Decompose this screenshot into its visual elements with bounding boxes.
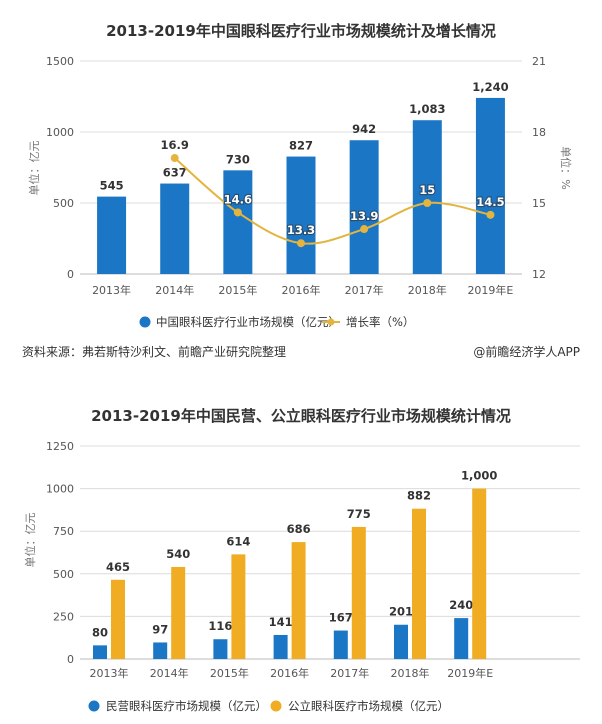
growth-data-label: 14.6 <box>224 192 252 206</box>
bar-data-label: 882 <box>407 489 431 503</box>
bar-data-label: 545 <box>100 179 124 193</box>
legend-label-public: 公立眼科医疗市场规模（亿元） <box>288 699 449 713</box>
credit-note: @前瞻经济学人APP <box>473 345 580 359</box>
y2-tick-label: 21 <box>532 55 546 68</box>
bar-data-label: 97 <box>152 622 168 636</box>
bar <box>223 170 253 274</box>
legend-label-private: 民营眼科医疗市场规模（亿元） <box>106 699 267 713</box>
bar-data-label: 614 <box>226 534 250 548</box>
bar-data-label: 1,000 <box>461 469 497 483</box>
bar-data-label: 465 <box>106 560 130 574</box>
x-tick-label: 2016年 <box>282 283 321 297</box>
x-tick-label: 2018年 <box>391 666 430 680</box>
x-tick-label: 2014年 <box>155 283 194 297</box>
growth-point <box>170 154 179 163</box>
legend-marker-public <box>270 700 282 712</box>
bar-data-label: 775 <box>347 507 371 521</box>
bar-data-label: 1,083 <box>409 102 445 116</box>
bar-public <box>171 566 186 659</box>
growth-data-label: 16.9 <box>161 138 189 152</box>
x-tick-label: 2015年 <box>210 666 249 680</box>
y-tick-label: 750 <box>53 525 74 538</box>
y-tick-label: 0 <box>67 653 74 666</box>
x-tick-label: 2013年 <box>90 666 129 680</box>
x-tick-label: 2017年 <box>345 283 384 297</box>
legend-marker-bar <box>139 316 151 328</box>
legend-label-bar: 中国眼科医疗行业市场规模（亿元） <box>156 315 340 329</box>
growth-data-label: 13.9 <box>350 209 378 223</box>
bar-private <box>153 642 168 659</box>
bar-public <box>291 542 306 659</box>
bar <box>160 183 190 274</box>
source-note: 资料来源：弗若斯特沙利文、前瞻产业研究院整理 <box>22 345 287 359</box>
bar-data-label: 637 <box>163 166 187 180</box>
y-tick-label: 1250 <box>46 440 74 453</box>
chart-title: 2013-2019年中国眼科医疗行业市场规模统计及增长情况 <box>106 22 496 40</box>
growth-point <box>423 199 432 207</box>
growth-point <box>360 225 369 234</box>
bar-private <box>273 634 288 659</box>
x-tick-label: 2015年 <box>218 283 257 297</box>
bar-public <box>472 488 487 659</box>
legend-marker-private <box>88 700 100 712</box>
bar-data-label: 942 <box>352 122 376 136</box>
y-tick-label: 500 <box>53 197 74 210</box>
bar-data-label: 240 <box>449 598 473 612</box>
bar-private <box>454 618 469 659</box>
growth-point <box>486 210 495 219</box>
x-tick-label: 2019年E <box>467 283 513 297</box>
growth-data-label: 15 <box>419 183 435 197</box>
y2-axis-label: 单位：% <box>559 146 573 189</box>
bar-data-label: 141 <box>269 615 293 629</box>
bar <box>349 140 379 274</box>
bar-public <box>231 554 246 659</box>
y-tick-label: 1500 <box>46 55 74 68</box>
bar-public <box>351 526 366 659</box>
growth-point <box>233 208 242 217</box>
chart-title: 2013-2019年中国民营、公立眼科医疗行业市场规模统计情况 <box>91 407 511 425</box>
bar-data-label: 167 <box>329 611 353 625</box>
y2-tick-label: 12 <box>532 268 546 281</box>
bar-private <box>394 624 408 659</box>
growth-line <box>174 157 491 245</box>
bar-data-label: 201 <box>389 605 413 619</box>
bar-private <box>333 630 348 659</box>
bar-data-label: 116 <box>208 619 232 633</box>
bar-data-label: 80 <box>92 625 108 639</box>
bar-data-label: 730 <box>226 152 250 166</box>
legend-label-line: 增长率（%） <box>346 315 414 329</box>
x-tick-label: 2013年 <box>92 283 131 297</box>
bar-data-label: 540 <box>166 547 190 561</box>
x-tick-label: 2014年 <box>150 666 189 680</box>
y-tick-label: 0 <box>67 268 74 281</box>
legend-marker-point <box>327 318 335 326</box>
bar-public <box>412 508 426 659</box>
bar <box>97 196 127 274</box>
y-tick-label: 1000 <box>46 483 74 496</box>
y-axis-label: 单位：亿元 <box>23 513 37 568</box>
x-tick-label: 2017年 <box>330 666 369 680</box>
bar-public <box>111 579 125 659</box>
y-tick-label: 250 <box>53 610 74 623</box>
y-tick-label: 500 <box>53 568 74 581</box>
y-tick-label: 1000 <box>46 126 74 139</box>
growth-data-label: 13.3 <box>287 223 315 237</box>
y-axis-label: 单位：亿元 <box>27 141 41 196</box>
bar-private <box>93 645 107 659</box>
y2-tick-label: 15 <box>532 197 546 210</box>
x-tick-label: 2018年 <box>408 283 447 297</box>
bar <box>475 97 505 274</box>
growth-point <box>297 239 305 248</box>
bar <box>286 156 316 274</box>
x-tick-label: 2016年 <box>270 666 309 680</box>
bar-data-label: 686 <box>287 522 311 536</box>
growth-data-label: 14.5 <box>476 195 504 209</box>
x-tick-label: 2019年E <box>447 666 493 680</box>
y2-tick-label: 18 <box>532 126 546 139</box>
bar-data-label: 1,240 <box>472 80 508 94</box>
bar-private <box>213 639 228 659</box>
bar <box>412 120 442 275</box>
bar-data-label: 827 <box>289 139 313 153</box>
